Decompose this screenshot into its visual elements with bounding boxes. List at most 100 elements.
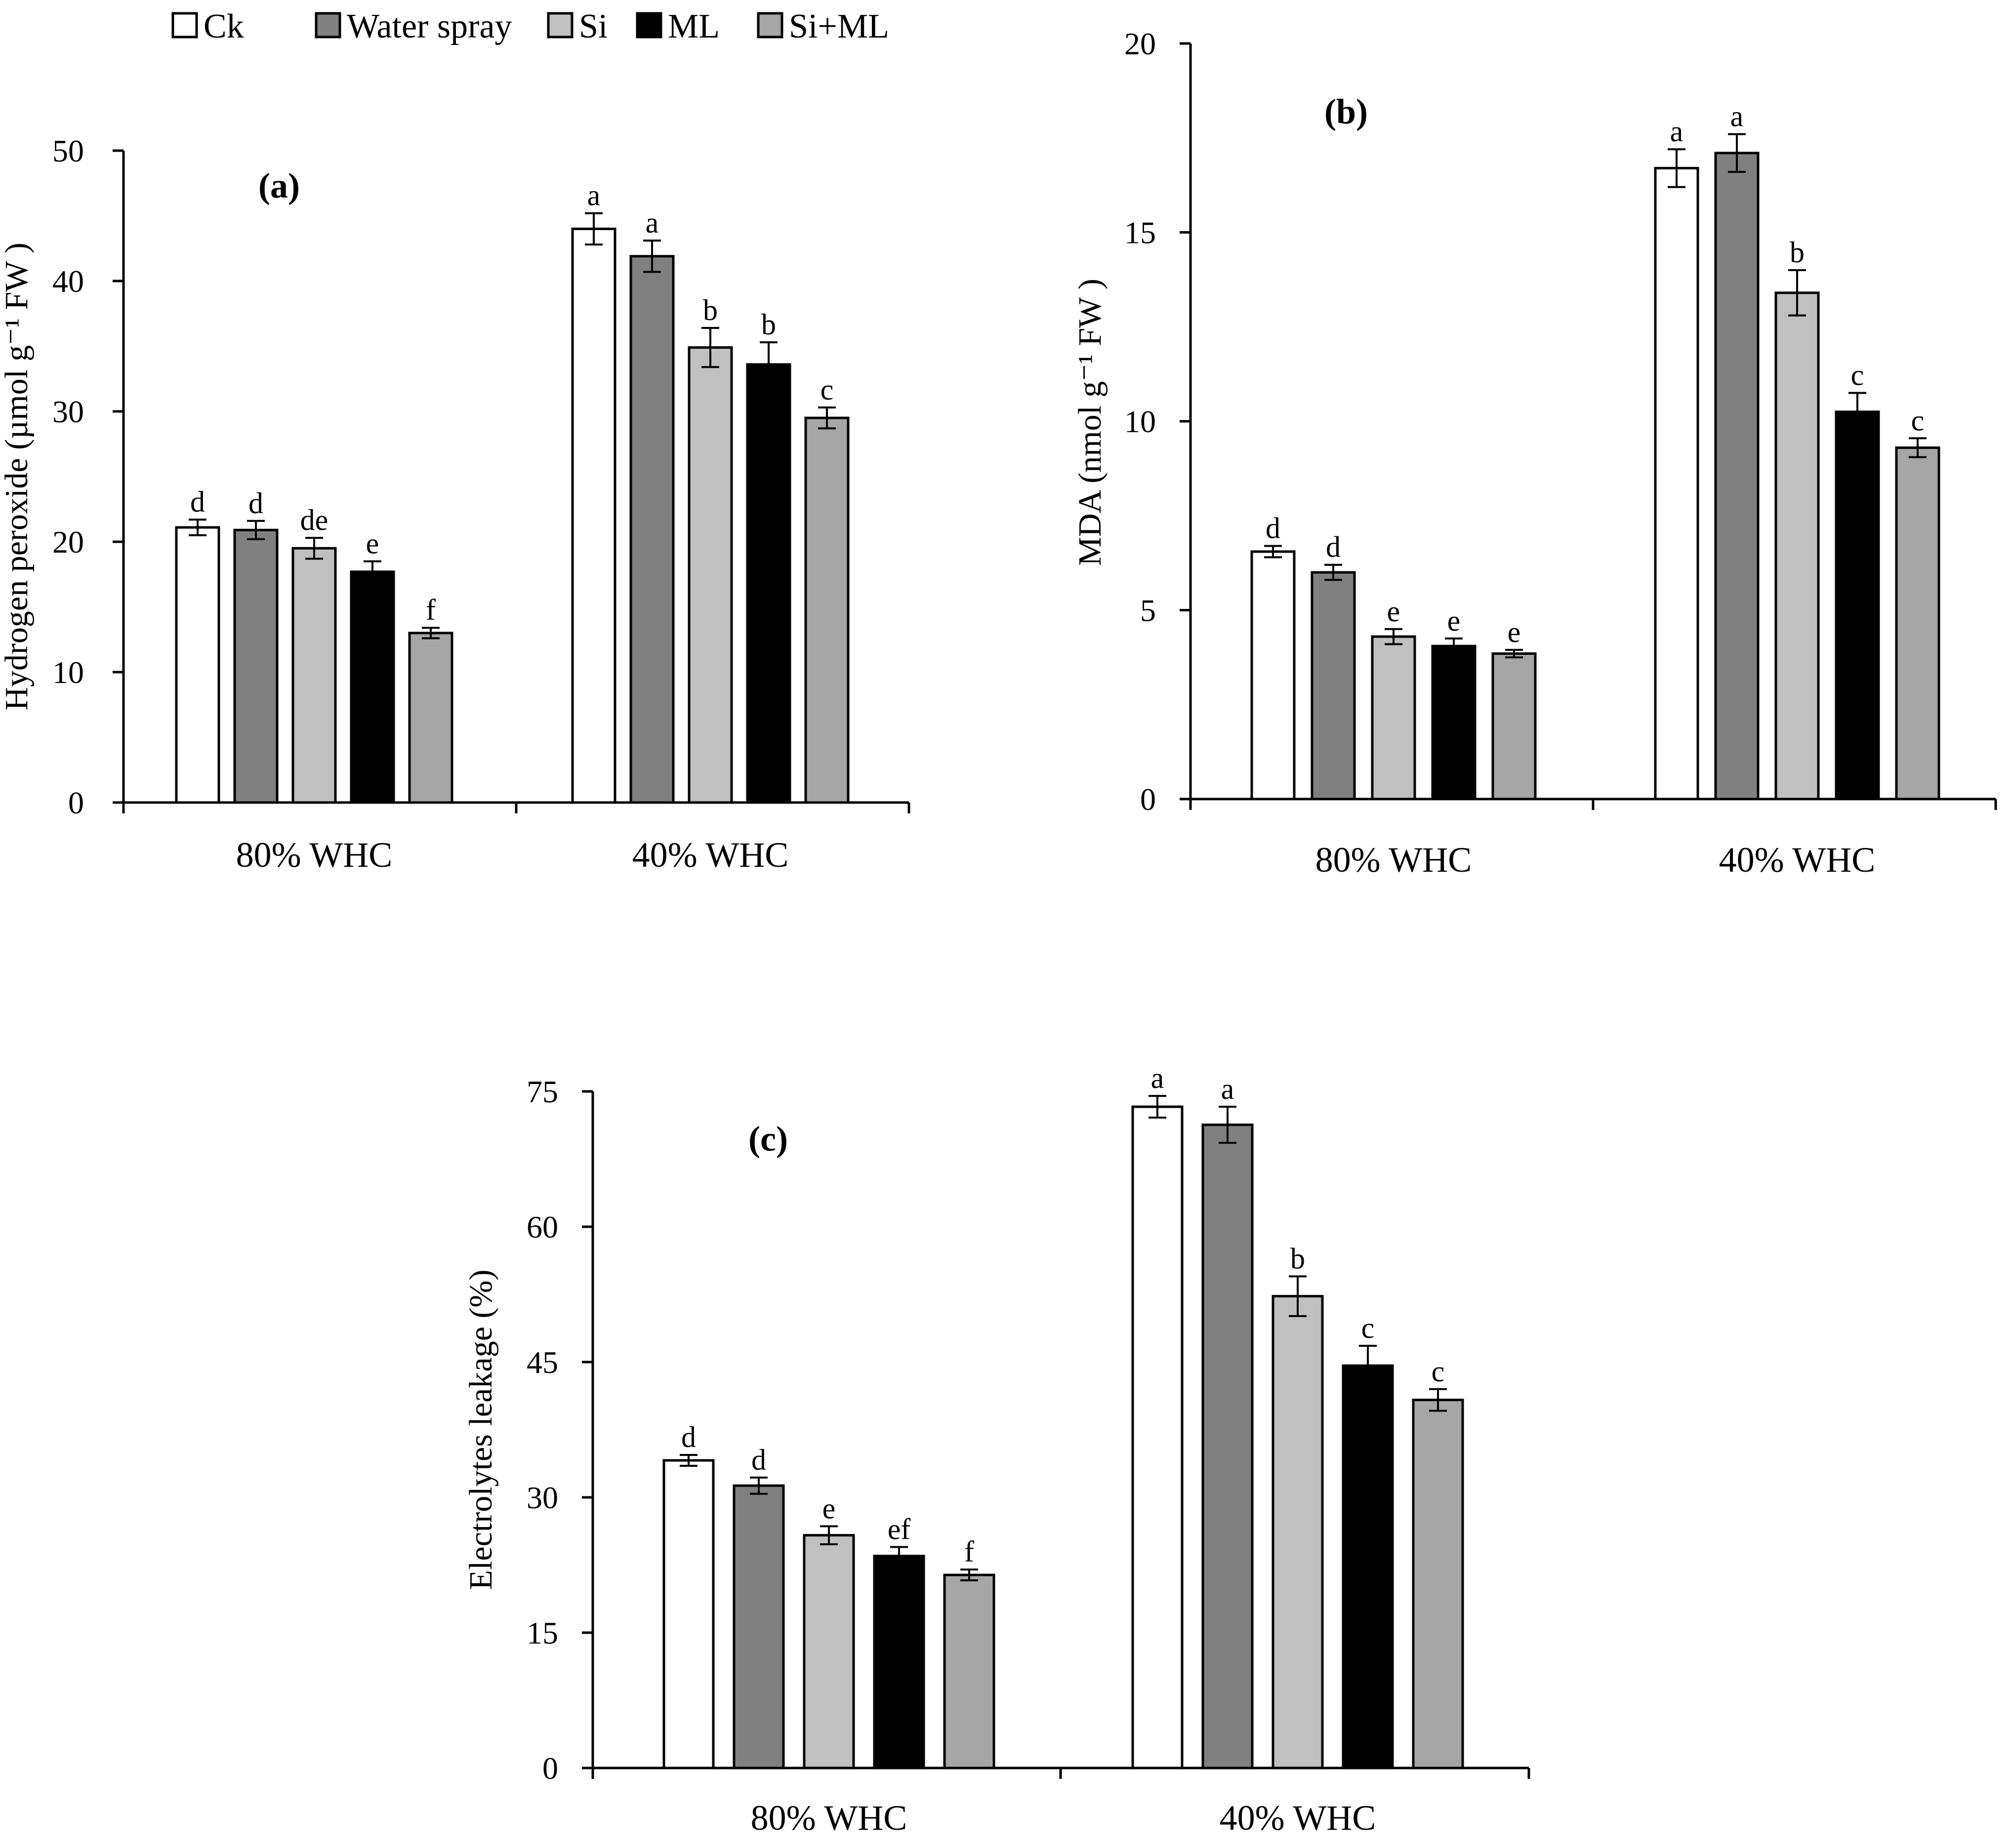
bar-si-ml-40whc — [804, 416, 850, 804]
y-tick-label: 15 — [1124, 215, 1156, 250]
y-tick-label: 60 — [527, 1209, 558, 1245]
y-tick-label: 0 — [1140, 782, 1156, 817]
significance-letter: b — [1790, 236, 1805, 269]
significance-letter: e — [822, 1492, 836, 1525]
bar-water-spray-40whc — [1201, 1124, 1254, 1769]
significance-letter: de — [300, 504, 328, 536]
y-tick-label: 75 — [527, 1074, 558, 1109]
significance-letter: d — [1326, 531, 1341, 563]
bar-ml-40whc — [746, 363, 791, 804]
significance-letter: c — [821, 373, 834, 406]
bar-ml-80whc — [873, 1555, 925, 1769]
panel-a: 0 10 20 30 40 50 80% WHC 40% WHC Hydrogen peroxi… — [0, 133, 910, 875]
significance-letter: ef — [888, 1513, 911, 1545]
panel-label: (c) — [748, 1119, 788, 1159]
significance-letter: e — [1508, 616, 1521, 648]
panel-label: (b) — [1324, 92, 1368, 131]
significance-letter: a — [1151, 1062, 1164, 1094]
bar-si-40whc — [1272, 1295, 1324, 1769]
category-label: 80% WHC — [751, 1798, 907, 1838]
bar-si-ml-80whc — [1491, 652, 1537, 801]
bar-ml-80whc — [350, 570, 395, 804]
y-axis-label: Electrolytes leakage (%) — [463, 1270, 499, 1590]
bar-ml-80whc — [1431, 644, 1477, 801]
y-tick-label: 0 — [68, 785, 84, 820]
significance-letter: a — [1221, 1073, 1234, 1105]
bar-water-spray-80whc — [733, 1484, 785, 1769]
y-tick-label: 45 — [527, 1345, 558, 1380]
bar-si-40whc — [688, 346, 733, 804]
bar-si-ml-40whc — [1412, 1399, 1464, 1769]
legend-label-1: Ck — [204, 7, 244, 45]
significance-letter: b — [761, 308, 776, 341]
y-tick-label: 50 — [52, 133, 84, 168]
bar-ck-40whc — [1131, 1105, 1184, 1769]
bar-si-40whc — [1774, 291, 1820, 801]
legend-swatch-4 — [636, 12, 662, 39]
legend-swatch-1 — [171, 12, 198, 39]
category-label: 40% WHC — [1220, 1798, 1376, 1838]
legend-label-4: ML — [668, 7, 720, 45]
bar-si-80whc — [291, 547, 337, 804]
legend: Ck Water spray Si ML Si+ML — [171, 7, 889, 45]
significance-letter: d — [681, 1421, 696, 1453]
y-tick-label: 40 — [52, 264, 84, 299]
panel-b: 0 5 10 15 20 80% WHC 40% WHC MDA (nmol g⁻¹ FW )… — [1072, 26, 1997, 880]
significance-letter: e — [366, 527, 379, 560]
bar-ck-40whc — [1654, 166, 1699, 801]
bar-si-ml-40whc — [1895, 446, 1940, 801]
y-tick-label: 10 — [52, 655, 84, 690]
bar-water-spray-80whc — [233, 528, 279, 804]
bar-si-ml-80whc — [943, 1573, 995, 1769]
y-tick-label: 15 — [527, 1615, 558, 1650]
bar-water-spray-40whc — [1714, 152, 1760, 801]
significance-letter: d — [190, 485, 205, 518]
bar-water-spray-80whc — [1311, 571, 1356, 801]
panel-label: (a) — [258, 166, 300, 205]
y-tick-label: 30 — [52, 394, 84, 429]
significance-letter: e — [1447, 604, 1461, 637]
significance-letter: d — [248, 487, 263, 520]
category-label: 80% WHC — [1315, 840, 1472, 880]
significance-letter: c — [1432, 1355, 1445, 1388]
category-label: 40% WHC — [1719, 840, 1876, 880]
bar-si-80whc — [803, 1534, 855, 1769]
significance-letter: d — [1266, 512, 1280, 544]
significance-letter: e — [1387, 595, 1400, 628]
bar-water-spray-40whc — [629, 255, 675, 804]
category-label: 40% WHC — [632, 835, 789, 875]
bar-ck-80whc — [662, 1459, 715, 1769]
bar-ck-40whc — [571, 227, 616, 804]
legend-swatch-2 — [315, 12, 341, 39]
y-tick-label: 0 — [542, 1751, 558, 1786]
significance-letter: f — [964, 1535, 974, 1568]
significance-letter: c — [1851, 359, 1864, 392]
significance-letter: c — [1361, 1312, 1375, 1344]
significance-letter: a — [1670, 115, 1683, 148]
bar-si-80whc — [1371, 635, 1416, 801]
y-axis-label: MDA (nmol g⁻¹ FW ) — [1072, 279, 1108, 565]
y-tick-label: 30 — [527, 1480, 558, 1515]
significance-letter: a — [587, 179, 601, 212]
category-label: 80% WHC — [236, 835, 393, 875]
significance-letter: f — [426, 594, 436, 626]
y-tick-label: 10 — [1124, 404, 1156, 439]
panel-c: 0 15 30 45 60 75 80% WHC 40% WHC Electrolytes le… — [463, 1062, 1530, 1838]
legend-swatch-3 — [547, 12, 574, 39]
bar-ck-80whc — [1250, 550, 1296, 801]
bar-ml-40whc — [1835, 410, 1880, 801]
legend-label-3: Si — [579, 7, 608, 45]
significance-letter: b — [703, 294, 718, 326]
y-tick-label: 20 — [1124, 26, 1156, 61]
legend-swatch-5 — [757, 12, 783, 39]
y-tick-label: 5 — [1140, 593, 1156, 628]
significance-letter: a — [646, 206, 659, 239]
significance-letter: a — [1730, 100, 1744, 133]
y-tick-label: 20 — [52, 524, 84, 560]
significance-letter: b — [1290, 1242, 1305, 1275]
bar-ml-40whc — [1342, 1364, 1394, 1769]
legend-label-2: Water spray — [347, 7, 512, 45]
legend-label-5: Si+ML — [789, 7, 889, 45]
